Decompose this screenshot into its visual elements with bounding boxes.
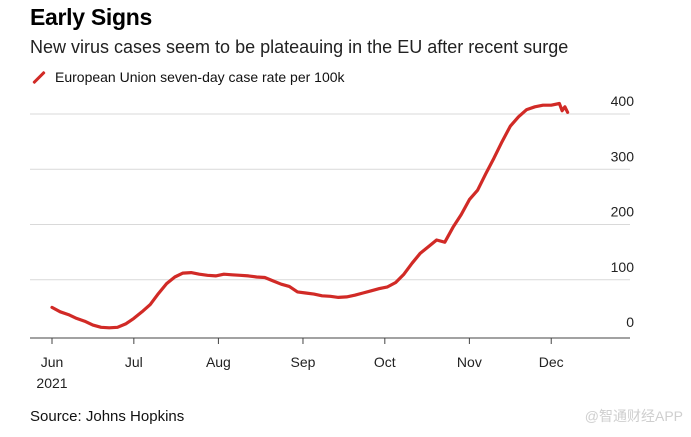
x-tick-label-nov: Nov	[457, 354, 482, 370]
x-tick-label-jul: Jul	[125, 354, 143, 370]
x-tick-sublabel-year: 2021	[36, 375, 67, 391]
x-tick-label-sep: Sep	[291, 354, 316, 370]
chart-subtitle: New virus cases seem to be plateauing in…	[30, 37, 569, 57]
y-tick-label-100: 100	[611, 259, 635, 275]
source-note: Source: Johns Hopkins	[30, 408, 185, 425]
series-line-0	[50, 101, 570, 330]
x-tick-label-dec: Dec	[539, 354, 564, 370]
y-tick-label-300: 300	[611, 148, 635, 164]
y-tick-label-200: 200	[611, 204, 635, 220]
series-layer	[50, 101, 570, 330]
x-tick-label-oct: Oct	[374, 354, 396, 370]
legend-label: European Union seven-day case rate per 1…	[55, 69, 345, 85]
x-tick-label-jun: Jun	[41, 354, 64, 370]
y-tick-label-0: 0	[626, 314, 634, 330]
legend: European Union seven-day case rate per 1…	[30, 69, 345, 85]
x-axis	[30, 337, 630, 344]
chart-title: Early Signs	[30, 4, 152, 30]
x-tick-label-aug: Aug	[206, 354, 231, 370]
x-axis-labels: Jun 2021 Jul Aug Sep Oct Nov Dec	[36, 354, 563, 391]
watermark: @智通财经APP	[584, 408, 683, 424]
y-tick-label-400: 400	[611, 93, 635, 109]
gridlines	[30, 113, 630, 281]
y-axis-labels: 0 100 200 300 400	[611, 93, 635, 330]
